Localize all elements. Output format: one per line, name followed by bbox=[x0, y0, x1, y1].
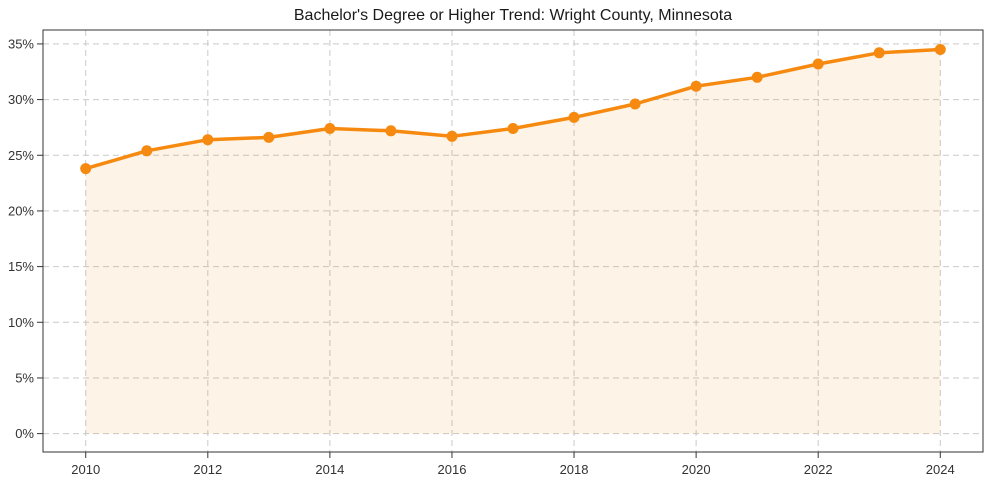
y-tick-label: 5% bbox=[15, 370, 34, 385]
area-fill bbox=[85, 49, 941, 434]
data-point-marker bbox=[141, 145, 153, 157]
data-point-marker bbox=[446, 130, 458, 142]
data-point-marker bbox=[324, 123, 336, 134]
x-tick-label: 2022 bbox=[804, 462, 833, 477]
x-tick-label: 2014 bbox=[315, 462, 344, 477]
x-tick-label: 2020 bbox=[682, 462, 711, 477]
y-tick-label: 20% bbox=[8, 203, 34, 218]
data-point-marker bbox=[263, 131, 275, 143]
plot-border bbox=[42, 29, 984, 453]
data-point-marker bbox=[568, 111, 580, 123]
data-point-marker bbox=[80, 163, 92, 175]
data-point-marker bbox=[873, 47, 885, 59]
x-tick-label: 2018 bbox=[560, 462, 589, 477]
x-tick-label: 2010 bbox=[71, 462, 100, 477]
x-tick-label: 2012 bbox=[193, 462, 222, 477]
data-point-marker bbox=[202, 134, 214, 146]
data-point-marker bbox=[385, 125, 397, 137]
y-tick-label: 35% bbox=[8, 36, 34, 51]
y-tick-label: 15% bbox=[8, 259, 34, 274]
x-tick-label: 2024 bbox=[926, 462, 955, 477]
y-tick-label: 0% bbox=[15, 426, 34, 441]
data-point-marker bbox=[751, 71, 763, 83]
data-point-marker bbox=[507, 123, 519, 134]
data-point-marker bbox=[812, 58, 824, 70]
x-tick-label: 2016 bbox=[438, 462, 467, 477]
data-point-marker bbox=[690, 80, 702, 92]
y-tick-label: 10% bbox=[8, 315, 34, 330]
chart-title: Bachelor's Degree or Higher Trend: Wrigh… bbox=[293, 7, 733, 24]
data-point-marker bbox=[629, 98, 641, 110]
y-tick-label: 30% bbox=[8, 92, 34, 107]
y-tick-label: 25% bbox=[8, 148, 34, 163]
data-point-marker bbox=[934, 44, 946, 55]
